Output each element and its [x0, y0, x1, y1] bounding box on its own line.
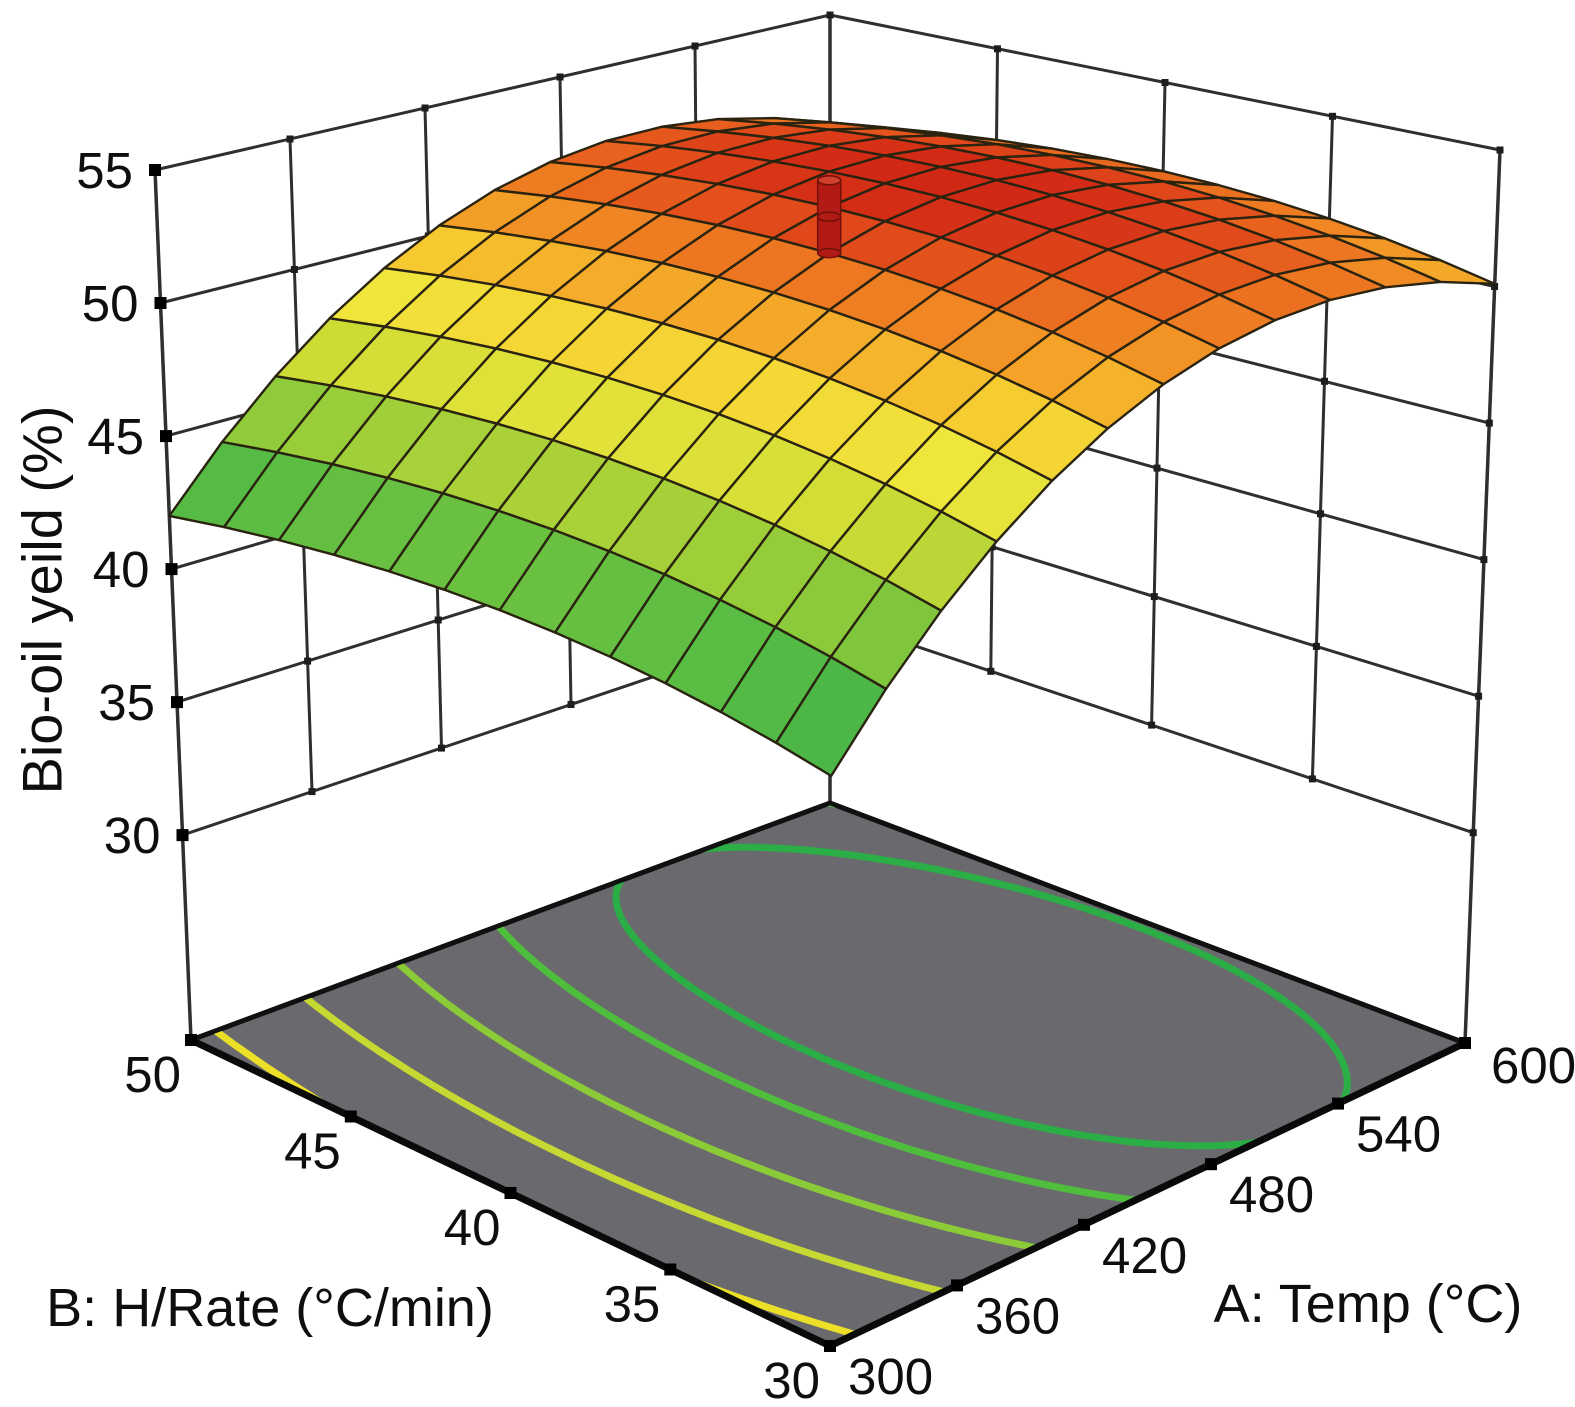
temp-axis-ticks: 300 360 420 480 540 600 — [848, 1037, 1575, 1405]
svg-text:35: 35 — [98, 674, 155, 731]
svg-text:45: 45 — [87, 408, 144, 465]
hrate-axis-ticks: 30 35 40 45 50 — [124, 1046, 820, 1407]
svg-text:300: 300 — [848, 1348, 933, 1405]
svg-text:540: 540 — [1356, 1106, 1441, 1163]
svg-text:420: 420 — [1102, 1227, 1187, 1284]
svg-text:35: 35 — [604, 1276, 661, 1333]
svg-text:50: 50 — [124, 1046, 181, 1103]
svg-text:45: 45 — [284, 1123, 341, 1180]
surface-mesh — [168, 116, 1497, 778]
svg-text:600: 600 — [1491, 1037, 1575, 1094]
x-axis-title: A: Temp (°C) — [1213, 1274, 1523, 1334]
center-point-marker — [816, 175, 842, 259]
svg-text:30: 30 — [104, 807, 161, 864]
svg-text:40: 40 — [93, 541, 150, 598]
z-axis-ticks: 30 35 40 45 50 55 — [76, 142, 189, 864]
svg-text:40: 40 — [444, 1199, 501, 1256]
z-axis-title: Bio-oil yeild (%) — [10, 405, 74, 795]
svg-text:360: 360 — [975, 1287, 1060, 1344]
svg-text:480: 480 — [1229, 1166, 1314, 1223]
svg-text:50: 50 — [82, 275, 139, 332]
y-axis-title: B: H/Rate (°C/min) — [46, 1278, 494, 1338]
svg-text:55: 55 — [76, 142, 133, 199]
svg-text:30: 30 — [763, 1352, 820, 1407]
